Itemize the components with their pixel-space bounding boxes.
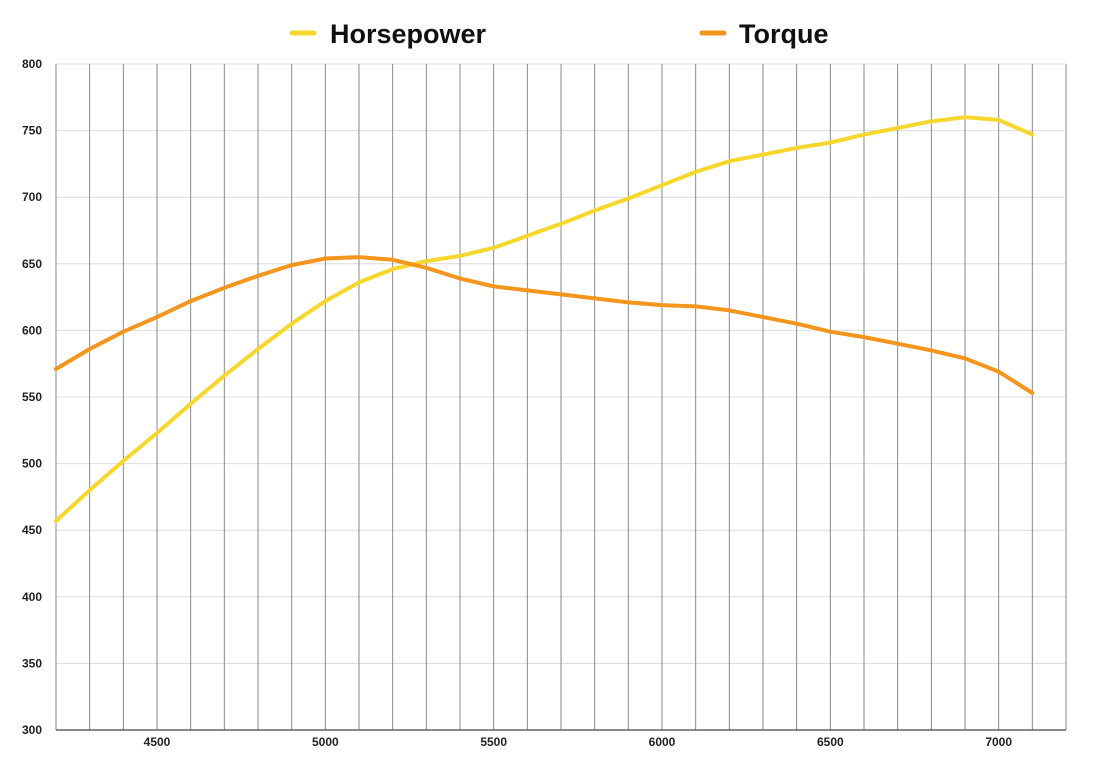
y-tick-label: 550 bbox=[22, 390, 42, 404]
x-tick-label: 5500 bbox=[480, 735, 507, 749]
x-tick-label: 7000 bbox=[985, 735, 1012, 749]
legend-item-horsepower: Horsepower bbox=[289, 19, 487, 49]
legend-item-torque: Torque bbox=[699, 19, 829, 49]
series-line-torque bbox=[54, 255, 1035, 395]
y-tick-label: 400 bbox=[22, 590, 42, 604]
x-tick-label: 6000 bbox=[649, 735, 676, 749]
y-tick-label: 300 bbox=[22, 723, 42, 737]
y-tick-label: 500 bbox=[22, 457, 42, 471]
x-tick-label: 5000 bbox=[312, 735, 339, 749]
plot-area: 300 350 400 450 500 550 600 650 700 750 800 4500 500… bbox=[22, 57, 1067, 749]
y-tick-label: 700 bbox=[22, 190, 42, 204]
y-tick-label: 600 bbox=[22, 323, 42, 337]
y-tick-label: 650 bbox=[22, 257, 42, 271]
legend-label-torque: Torque bbox=[739, 19, 829, 49]
legend: Horsepower Torque bbox=[289, 19, 829, 49]
y-tick-label: 800 bbox=[22, 57, 42, 71]
y-tick-label: 750 bbox=[22, 124, 42, 138]
y-tick-label: 350 bbox=[22, 656, 42, 670]
legend-label-horsepower: Horsepower bbox=[330, 19, 487, 49]
x-tick-label: 6500 bbox=[817, 735, 844, 749]
x-tick-label: 4500 bbox=[144, 735, 171, 749]
series-line-horsepower bbox=[54, 115, 1035, 523]
y-tick-label: 450 bbox=[22, 523, 42, 537]
